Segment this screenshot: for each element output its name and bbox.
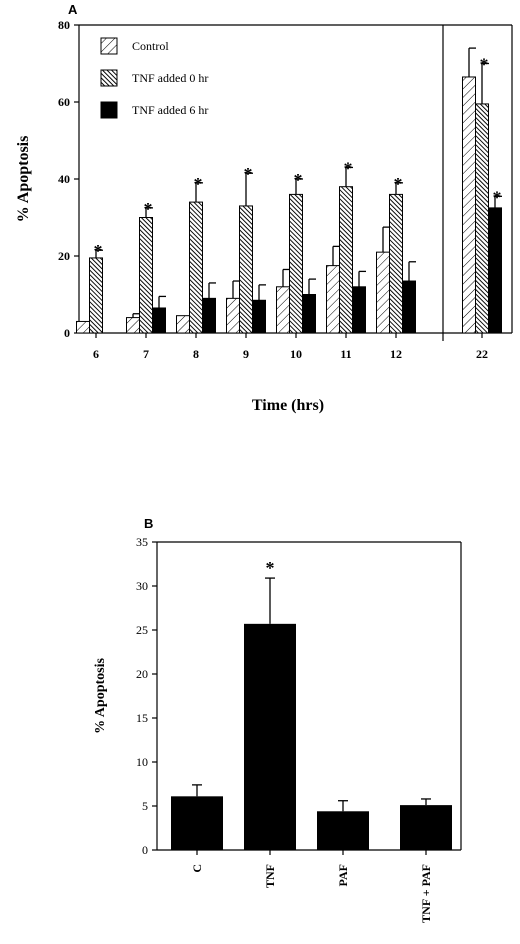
legend-label: TNF added 0 hr	[132, 71, 208, 85]
significance-asterisk: *	[493, 187, 502, 207]
x-tick-label: 11	[340, 347, 351, 361]
bar-solid	[252, 299, 266, 334]
bar-light-diagonal-hatch	[462, 76, 476, 334]
y-tick-label: 30	[136, 579, 148, 593]
bar-solid	[152, 307, 166, 334]
bar-dense-crosshatch	[139, 217, 153, 334]
significance-asterisk: *	[344, 158, 353, 178]
x-tick-label: 6	[93, 347, 99, 361]
bar-light-diagonal-hatch	[226, 297, 240, 334]
panel-b: B 0 5 10 15 20 25 30 35 % Apoptosis C TNF PAF TNF + P…	[93, 516, 462, 923]
bar-dense-crosshatch	[289, 193, 303, 334]
y-tick-label: 0	[64, 326, 70, 340]
significance-asterisk: *	[480, 55, 489, 75]
significance-asterisk: *	[394, 174, 403, 194]
bar-dense-crosshatch	[475, 103, 489, 334]
bar	[171, 796, 223, 850]
x-tick-label: 7	[143, 347, 149, 361]
y-tick-label: 35	[136, 535, 148, 549]
bar-light-diagonal-hatch	[176, 315, 190, 334]
bar	[244, 623, 296, 850]
y-tick-label: 5	[142, 799, 148, 813]
x-tick-label: 8	[193, 347, 199, 361]
y-axis-label: % Apoptosis	[15, 136, 32, 223]
bar-dense-crosshatch	[189, 201, 203, 334]
x-tick-label: TNF	[263, 864, 277, 888]
bar	[317, 811, 369, 850]
bar-dense-crosshatch	[239, 205, 253, 334]
y-tick-label: 40	[58, 172, 70, 186]
legend-label: Control	[132, 39, 169, 53]
x-tick-label: 22	[476, 347, 488, 361]
y-tick-label: 25	[136, 623, 148, 637]
panel-b-letter: B	[144, 516, 153, 531]
significance-asterisk: *	[194, 174, 203, 194]
y-tick-label: 20	[58, 249, 70, 263]
y-tick-label: 20	[136, 667, 148, 681]
y-tick-label: 0	[142, 843, 148, 857]
panel-a: A 0 20 40 60 80 % Apoptosis Time (hrs) 6 7 8 9 10 11 1…	[15, 2, 513, 414]
bar-solid	[302, 294, 316, 334]
bar-light-diagonal-hatch	[76, 320, 90, 334]
y-tick-label: 10	[136, 755, 148, 769]
bar-light-diagonal-hatch	[376, 251, 390, 334]
bar-light-diagonal-hatch	[326, 265, 340, 334]
bar-dense-crosshatch	[389, 193, 403, 334]
x-axis-label: Time (hrs)	[252, 397, 324, 414]
significance-asterisk: *	[294, 170, 303, 190]
bar-solid	[352, 286, 366, 334]
y-tick-label: 15	[136, 711, 148, 725]
y-axis-label: % Apoptosis	[93, 658, 108, 734]
x-tick-label: TNF + PAF	[419, 864, 433, 923]
bar-dense-crosshatch	[339, 186, 353, 334]
bar-solid	[202, 297, 216, 334]
y-tick-label: 60	[58, 95, 70, 109]
bar-dense-crosshatch	[89, 257, 103, 334]
significance-asterisk: *	[266, 558, 275, 578]
y-tick-label: 80	[58, 18, 70, 32]
legend-swatch	[100, 101, 118, 119]
significance-asterisk: *	[244, 164, 253, 184]
bar	[400, 805, 452, 850]
bar-solid	[488, 207, 502, 334]
x-tick-label: C	[190, 864, 204, 873]
x-tick-label: 9	[243, 347, 249, 361]
legend-swatch	[100, 69, 118, 87]
bar-solid	[402, 280, 416, 334]
x-tick-label: PAF	[336, 864, 350, 886]
significance-asterisk: *	[94, 241, 103, 261]
legend-label: TNF added 6 hr	[132, 103, 208, 117]
x-tick-label: 12	[390, 347, 402, 361]
x-tick-label: 10	[290, 347, 302, 361]
bar-light-diagonal-hatch	[126, 317, 140, 334]
legend-swatch	[100, 37, 118, 55]
bar-light-diagonal-hatch	[276, 286, 290, 334]
significance-asterisk: *	[144, 199, 153, 219]
panel-a-letter: A	[68, 2, 78, 17]
